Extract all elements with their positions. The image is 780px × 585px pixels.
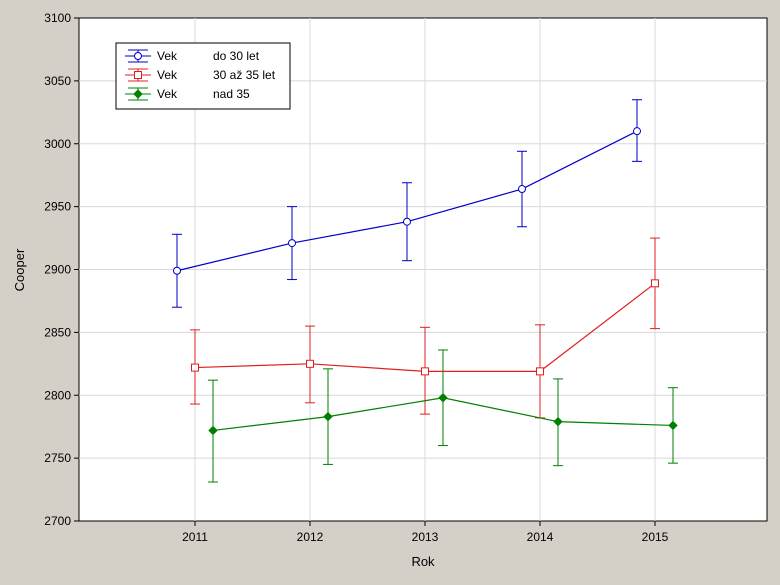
data-point bbox=[438, 393, 448, 403]
data-point bbox=[518, 185, 526, 194]
series-3 bbox=[208, 349, 678, 483]
x-tick-label: 2014 bbox=[527, 530, 554, 544]
x-tick-label: 2012 bbox=[297, 530, 324, 544]
axis-ticks: 2700 2750 2800 2850 2900 2950 3000 3050 3100 2011… bbox=[44, 11, 668, 544]
y-tick-label: 2700 bbox=[44, 514, 71, 528]
legend-value: nad 35 bbox=[213, 87, 250, 101]
y-tick-label: 3000 bbox=[44, 137, 71, 151]
data-point bbox=[421, 367, 429, 376]
x-tick-label: 2013 bbox=[412, 530, 439, 544]
x-axis-title: Rok bbox=[411, 554, 435, 569]
data-point bbox=[323, 411, 333, 422]
legend-label: Vek bbox=[157, 87, 178, 101]
y-tick-label: 2750 bbox=[44, 451, 71, 465]
y-tick-label: 3100 bbox=[44, 11, 71, 25]
y-tick-label: 2800 bbox=[44, 388, 71, 402]
series-layer bbox=[172, 99, 678, 483]
data-point bbox=[208, 425, 218, 436]
legend-entry-2: Vek 30 až 35 let bbox=[125, 68, 276, 82]
grid-lines bbox=[79, 18, 767, 521]
data-point bbox=[651, 279, 659, 288]
legend-label: Vek bbox=[157, 68, 178, 82]
legend-entry-3: Vek nad 35 bbox=[125, 87, 250, 101]
legend-box bbox=[115, 42, 291, 110]
legend-marker bbox=[134, 52, 142, 60]
series-1 bbox=[172, 99, 642, 308]
x-tick-label: 2015 bbox=[642, 530, 669, 544]
data-point bbox=[306, 359, 314, 368]
legend: Vek do 30 let Vek 30 až 35 let Vek nad 35 bbox=[115, 42, 291, 110]
data-point bbox=[173, 266, 181, 275]
data-point bbox=[668, 420, 678, 431]
legend-value: 30 až 35 let bbox=[213, 68, 276, 82]
y-tick-label: 2850 bbox=[44, 325, 71, 339]
x-tick-label: 2011 bbox=[182, 530, 208, 544]
legend-entry-1: Vek do 30 let bbox=[125, 49, 260, 63]
y-tick-label: 2900 bbox=[44, 263, 71, 277]
series-2 bbox=[190, 237, 660, 419]
legend-marker bbox=[134, 71, 142, 79]
data-point bbox=[288, 239, 296, 248]
legend-marker bbox=[133, 89, 143, 99]
data-point bbox=[553, 416, 563, 427]
y-axis-title: Cooper bbox=[12, 248, 27, 291]
data-point bbox=[536, 367, 544, 376]
legend-value: do 30 let bbox=[213, 49, 260, 63]
y-tick-label: 2950 bbox=[44, 200, 71, 214]
data-point bbox=[191, 363, 199, 372]
y-tick-label: 3050 bbox=[44, 74, 71, 88]
legend-label: Vek bbox=[157, 49, 178, 63]
data-point bbox=[633, 127, 641, 136]
data-point bbox=[403, 217, 411, 226]
